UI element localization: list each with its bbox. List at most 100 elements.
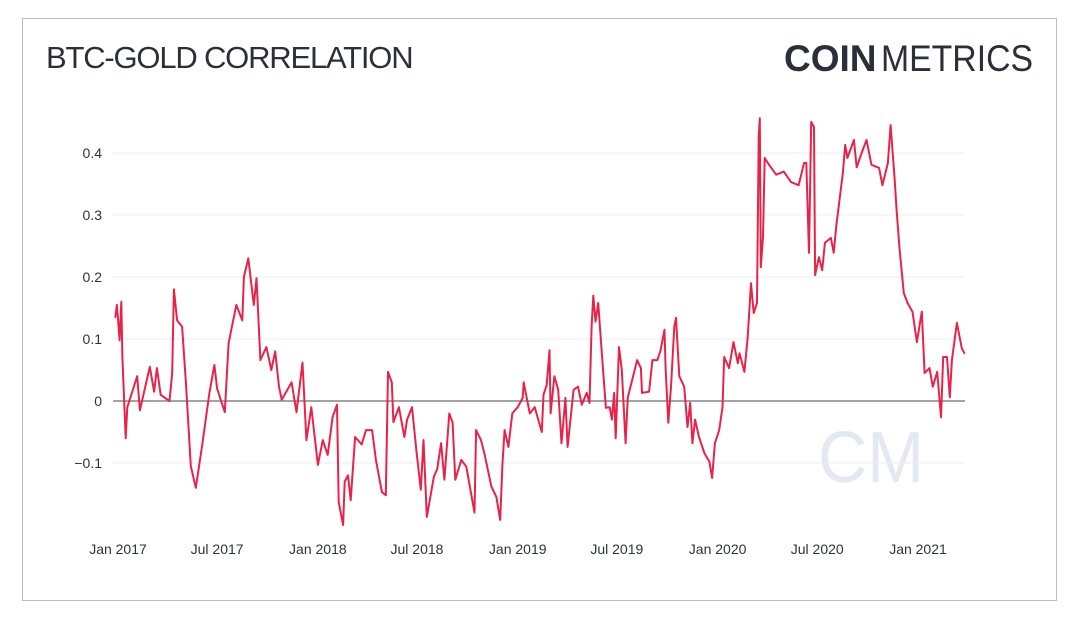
data-point [611, 418, 613, 421]
data-point [354, 436, 356, 438]
data-point [195, 487, 197, 489]
data-point [255, 277, 258, 280]
data-point [797, 184, 800, 186]
data-point [759, 117, 761, 120]
data-point [651, 359, 654, 361]
data-point [594, 320, 597, 323]
data-point [630, 381, 633, 384]
data-point [557, 389, 559, 391]
data-point [830, 237, 832, 239]
data-point [403, 436, 406, 438]
data-point [566, 446, 569, 448]
data-point [597, 302, 599, 304]
data-point [475, 429, 477, 431]
data-point [553, 375, 556, 378]
data-point [227, 342, 230, 345]
data-point [714, 442, 716, 445]
data-point [201, 443, 204, 446]
data-point [454, 478, 457, 481]
data-point [592, 294, 595, 297]
data-point [375, 459, 377, 461]
data-point [936, 371, 938, 373]
data-point [932, 385, 934, 388]
data-point [898, 246, 901, 248]
data-point [842, 170, 844, 173]
data-point [443, 478, 446, 481]
data-point [624, 442, 627, 445]
data-point [636, 359, 638, 361]
data-point [406, 418, 408, 421]
data-point [723, 356, 725, 358]
data-point [618, 346, 620, 348]
data-point [711, 477, 713, 479]
y-tick-label: 0.3 [83, 207, 103, 223]
data-point [640, 367, 642, 369]
data-point [118, 339, 121, 342]
data-point [683, 385, 685, 388]
data-point [686, 426, 689, 428]
data-point [581, 403, 583, 406]
data-point [564, 397, 567, 399]
data-point [673, 325, 676, 328]
data-point [664, 367, 667, 369]
data-point [265, 346, 268, 348]
data-point [181, 325, 183, 328]
data-point [342, 524, 344, 526]
data-point [185, 381, 187, 384]
data-point [253, 304, 255, 306]
data-point [887, 162, 889, 164]
data-point [156, 367, 158, 369]
data-point [659, 349, 662, 352]
data-point [946, 356, 948, 358]
data-point [855, 166, 858, 169]
data-point [465, 465, 468, 468]
data-point [173, 288, 175, 291]
data-point [743, 371, 746, 373]
data-point [818, 256, 820, 259]
data-point [171, 372, 173, 374]
data-point [878, 167, 880, 169]
data-point [763, 157, 766, 159]
data-point [865, 139, 868, 141]
data-point [305, 439, 308, 441]
data-point [824, 242, 826, 244]
data-point [213, 364, 216, 366]
data-point [126, 406, 129, 409]
data-point [516, 406, 519, 409]
data-point [549, 412, 552, 415]
data-point [728, 367, 730, 369]
data-point [923, 372, 926, 374]
logo-metrics: METRICS [881, 38, 1033, 79]
data-point [627, 396, 629, 399]
data-point [889, 124, 892, 126]
x-tick-label: Jul 2019 [590, 541, 643, 557]
data-point [433, 475, 435, 478]
data-point [961, 347, 963, 350]
data-point [590, 325, 593, 328]
data-point [810, 121, 812, 123]
data-point [813, 126, 815, 128]
data-point [290, 381, 293, 384]
data-point [585, 392, 588, 394]
data-point [545, 384, 548, 386]
y-tick-label: 0.2 [83, 269, 103, 285]
data-point [422, 439, 425, 441]
data-point [507, 446, 510, 448]
data-point [746, 336, 749, 338]
data-point [768, 164, 770, 166]
data-point [349, 499, 352, 502]
data-point [803, 162, 805, 164]
y-tick-label: 0.4 [83, 145, 103, 161]
data-point [533, 406, 536, 409]
data-point [120, 301, 123, 303]
data-point [608, 406, 611, 409]
data-point [190, 465, 192, 467]
data-point [708, 461, 711, 463]
data-point [916, 341, 918, 343]
data-point [756, 302, 758, 304]
data-point [176, 319, 178, 322]
data-point [542, 394, 545, 396]
data-point [703, 452, 706, 454]
data-point [560, 442, 563, 445]
